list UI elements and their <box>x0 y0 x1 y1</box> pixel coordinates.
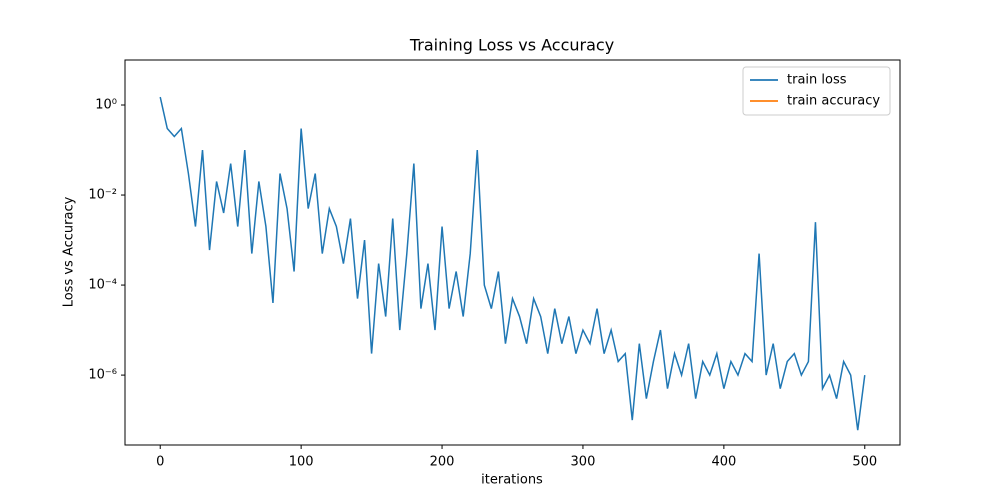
plot-area <box>124 59 901 446</box>
line <box>159 96 866 431</box>
y-tick-label: 10⁻⁴ <box>88 278 117 293</box>
legend-label: train loss <box>787 73 847 88</box>
x-tick-label: 0 <box>156 455 164 470</box>
legend-label: train accuracy <box>787 94 880 109</box>
y-tick-label: 10⁻⁶ <box>88 368 117 383</box>
y-tick-label: 10⁻² <box>88 188 117 203</box>
x-tick-label: 100 <box>289 455 314 470</box>
chart-title: Training Loss vs Accuracy <box>409 36 614 55</box>
x-tick-label: 500 <box>852 455 877 470</box>
y-tick-label: 10⁰ <box>95 98 117 113</box>
x-tick-label: 400 <box>711 455 736 470</box>
x-tick-label: 300 <box>571 455 596 470</box>
x-axis-label: iterations <box>481 473 543 488</box>
y-axis-label: Loss vs Accuracy <box>62 196 77 307</box>
x-tick-label: 200 <box>430 455 455 470</box>
legend-box <box>742 66 891 116</box>
